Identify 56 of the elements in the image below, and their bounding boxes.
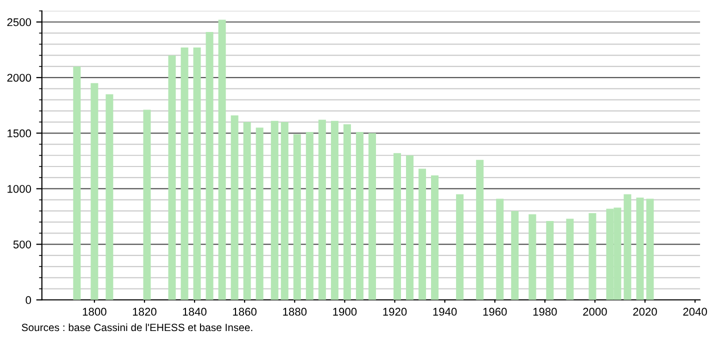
x-tick-label: 2040 (683, 308, 707, 316)
x-tick-label: 1920 (383, 308, 407, 316)
bar (270, 120, 278, 300)
x-tick-label: 2020 (633, 308, 657, 316)
x-tick-label: 1940 (433, 308, 457, 316)
bar (546, 220, 554, 300)
bar (243, 122, 251, 300)
y-tick-label: 1500 (8, 129, 32, 138)
bar (406, 155, 414, 300)
x-tick-label: 1960 (483, 308, 507, 316)
y-tick-label: 500 (13, 240, 32, 248)
bar (330, 120, 338, 300)
bar (106, 94, 114, 300)
y-tick-label: 2500 (7, 18, 32, 26)
x-tick-label: 1840 (183, 308, 206, 316)
source-note: Sources : base Cassini de l'EHESS et base Insee. (22, 323, 252, 332)
bar (306, 132, 314, 300)
bar (318, 120, 326, 300)
x-tick-label: 1820 (132, 308, 156, 316)
bar (476, 160, 484, 300)
bar (256, 128, 264, 300)
bar (343, 124, 351, 300)
x-tick-label: 1880 (283, 308, 307, 316)
bar (588, 213, 596, 300)
x-tick-label: 1980 (533, 308, 557, 316)
bar (193, 48, 201, 300)
x-tick-label: 1860 (233, 308, 257, 316)
bar (566, 218, 574, 300)
bar (218, 20, 226, 300)
bar (280, 122, 288, 300)
bar (528, 214, 536, 300)
bar (180, 48, 188, 300)
bar (456, 194, 464, 300)
bar (418, 168, 426, 300)
bar (206, 32, 214, 300)
bar (230, 115, 238, 300)
bar (394, 153, 402, 300)
bar (368, 133, 376, 300)
x-tick-label: 1900 (333, 308, 357, 316)
x-tick-label: 2000 (583, 308, 607, 316)
bar (90, 83, 98, 300)
bar (646, 198, 654, 300)
y-tick-label: 2000 (7, 74, 32, 82)
x-tick-label: 1800 (82, 308, 106, 316)
bar (636, 198, 644, 300)
y-tick-label: 0 (26, 296, 32, 304)
bar (496, 198, 504, 300)
bar (73, 66, 81, 300)
bar (511, 210, 519, 300)
bar (624, 194, 632, 300)
bar (168, 55, 176, 300)
bar (293, 134, 301, 300)
bar (356, 132, 364, 300)
bar (143, 110, 151, 300)
bar (431, 175, 439, 300)
y-tick-label: 1000 (8, 184, 32, 193)
